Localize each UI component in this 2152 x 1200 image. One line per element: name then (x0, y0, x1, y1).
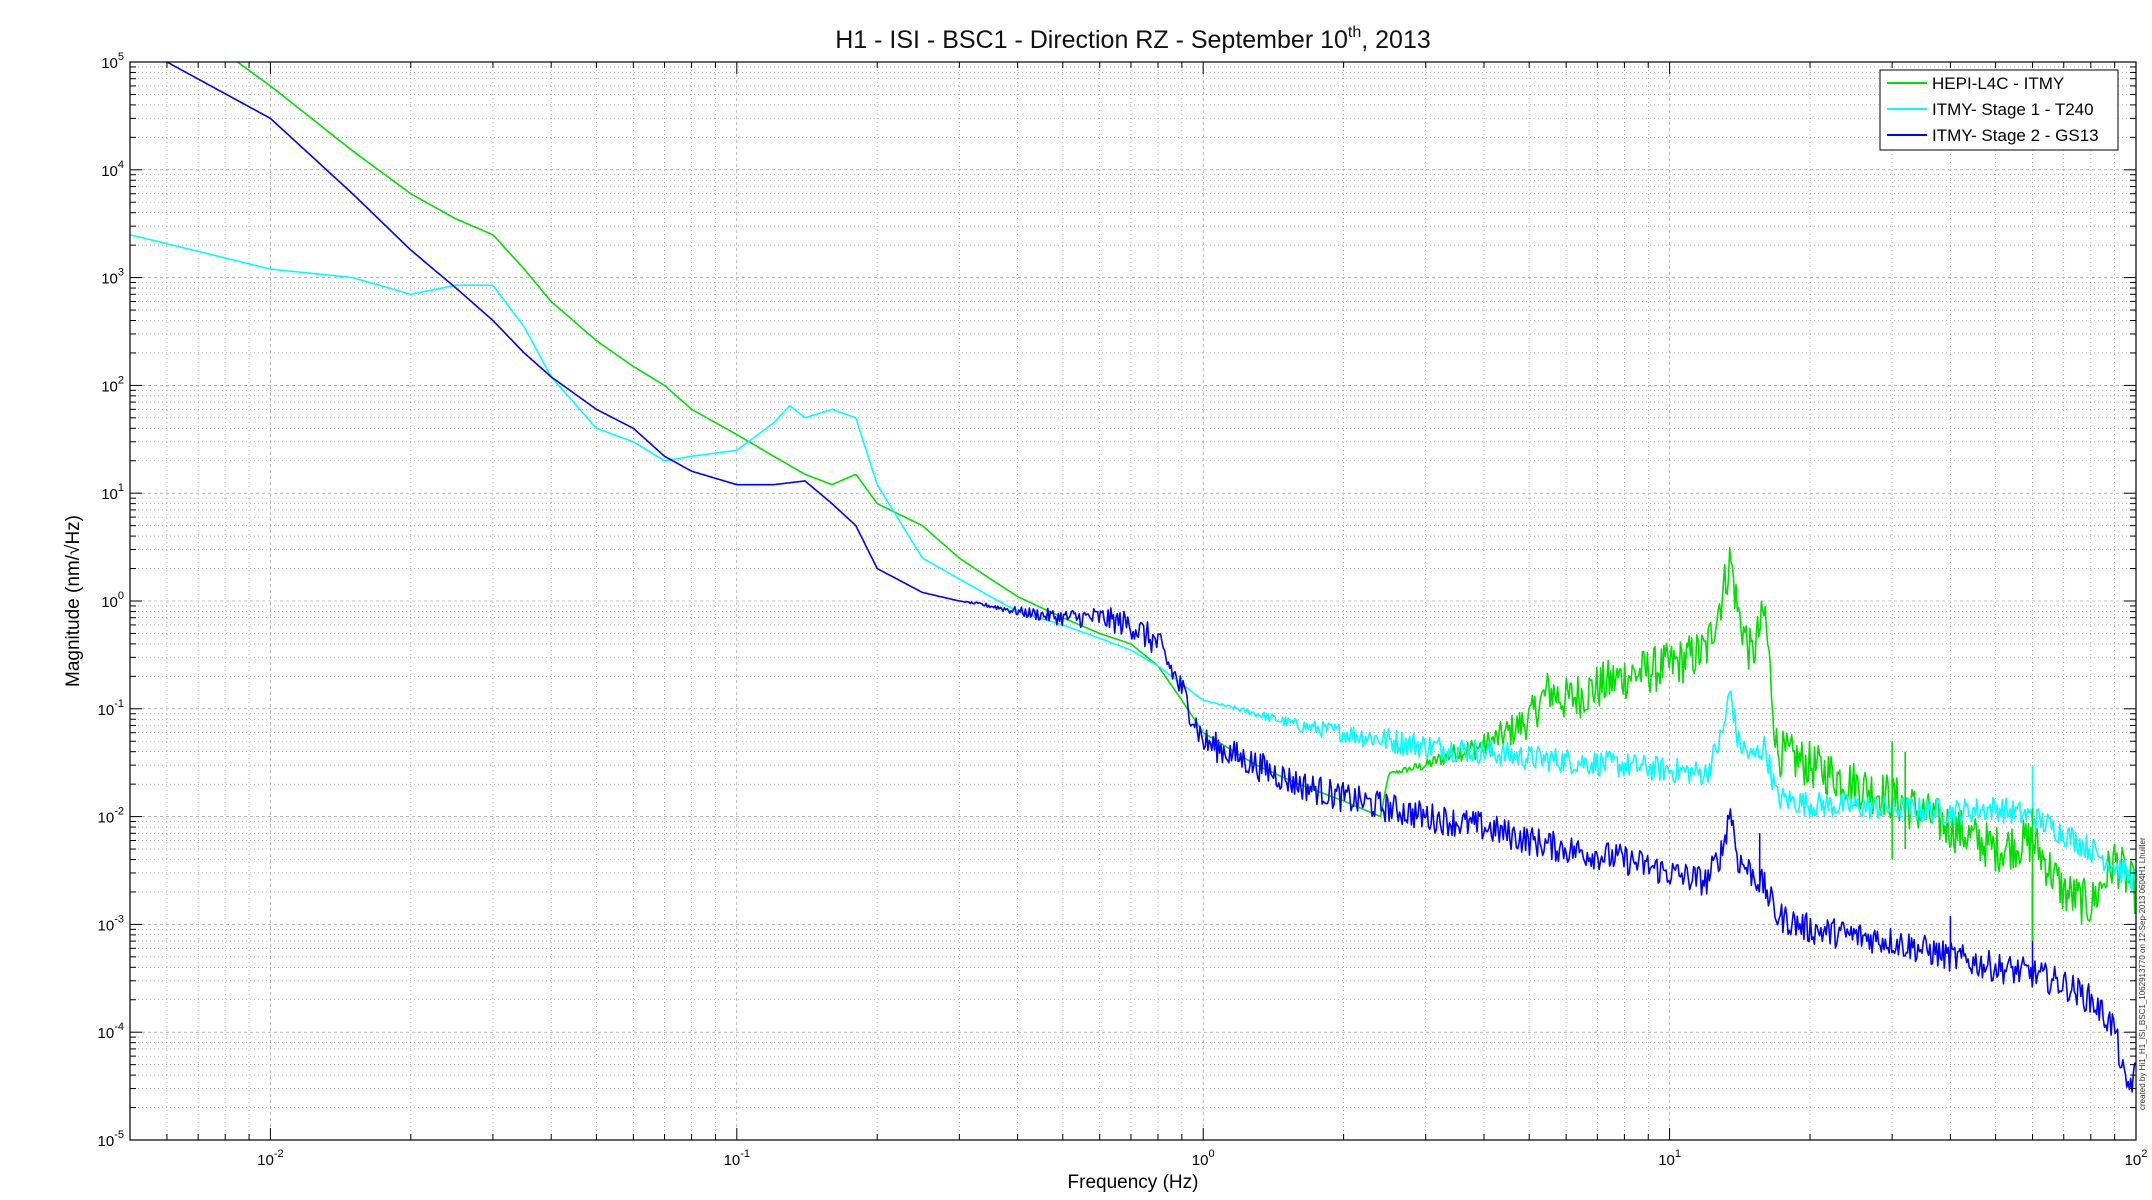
legend-label-stage2: ITMY- Stage 2 - GS13 (1932, 126, 2099, 145)
y-tick-label: 10-3 (98, 913, 124, 934)
y-tick-label: 103 (101, 267, 124, 288)
credit-note: created by Hi1_H1_ISI_BSC1_1062913770 on… (2138, 837, 2147, 1110)
series-line-2 (166, 61, 2137, 1093)
x-axis-label: Frequency (Hz) (1068, 1172, 1199, 1193)
legend-label-stage1: ITMY- Stage 1 - T240 (1932, 100, 2094, 119)
x-tick-label: 10-1 (724, 1148, 750, 1169)
y-tick-label: 10-1 (98, 698, 124, 719)
series-line-0 (237, 61, 2137, 925)
series-lines (129, 61, 2137, 1093)
y-tick-label: 105 (101, 51, 124, 72)
legend-label-hepi: HEPI-L4C - ITMY (1932, 74, 2064, 93)
y-tick-label: 10-4 (98, 1021, 124, 1042)
tick-labels: 10-2 10-1 100 101 102 10-5 10-4 10-3 10-2 10-1 100… (98, 51, 2148, 1169)
y-tick-label: 100 (101, 590, 124, 611)
legend: HEPI-L4C - ITMY ITMY- Stage 1 - T240 ITM… (1879, 69, 2119, 151)
series-line-1 (129, 233, 2137, 892)
chart-title: H1 - ISI - BSC1 - Direction RZ - Septemb… (835, 24, 1431, 54)
y-axis-label: Magnitude (nm/√Hz) (63, 515, 84, 687)
y-tick-label: 102 (101, 374, 124, 395)
x-tick-label: 102 (2125, 1148, 2148, 1169)
x-tick-label: 10-2 (257, 1148, 283, 1169)
y-tick-label: 10-2 (98, 806, 124, 827)
y-tick-label: 101 (101, 482, 124, 503)
x-tick-label: 100 (1192, 1148, 1215, 1169)
x-tick-label: 101 (1658, 1148, 1681, 1169)
axis-ticks (129, 61, 2137, 1141)
y-tick-label: 104 (101, 159, 124, 180)
y-tick-label: 10-5 (98, 1129, 124, 1150)
